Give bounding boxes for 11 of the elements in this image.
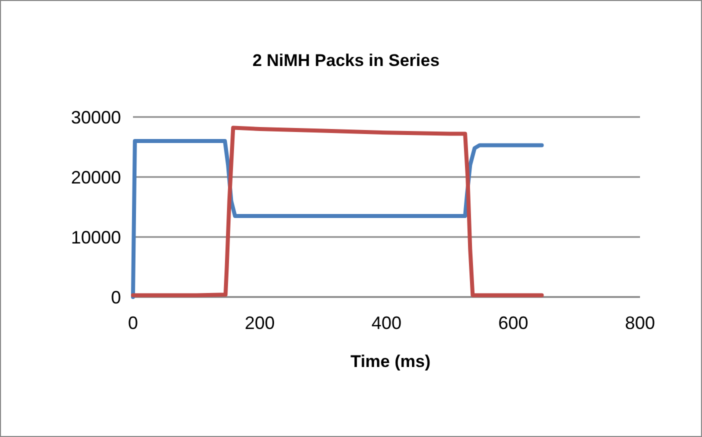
y-tick-label: 10000 [70, 227, 121, 248]
x-tick-label: 0 [128, 313, 138, 333]
x-axis-title: Time (ms) [350, 352, 430, 371]
x-tick-label: 600 [498, 313, 528, 333]
x-tick-label: 800 [624, 313, 656, 333]
chart-title: 2 NiMH Packs in Series [252, 51, 440, 70]
y-tick-label: 30000 [70, 107, 121, 128]
x-tick-label: 200 [244, 313, 275, 333]
y-tick-label: 20000 [70, 167, 121, 188]
y-tick-label: 0 [110, 287, 121, 308]
x-tick-label: 400 [371, 313, 402, 333]
